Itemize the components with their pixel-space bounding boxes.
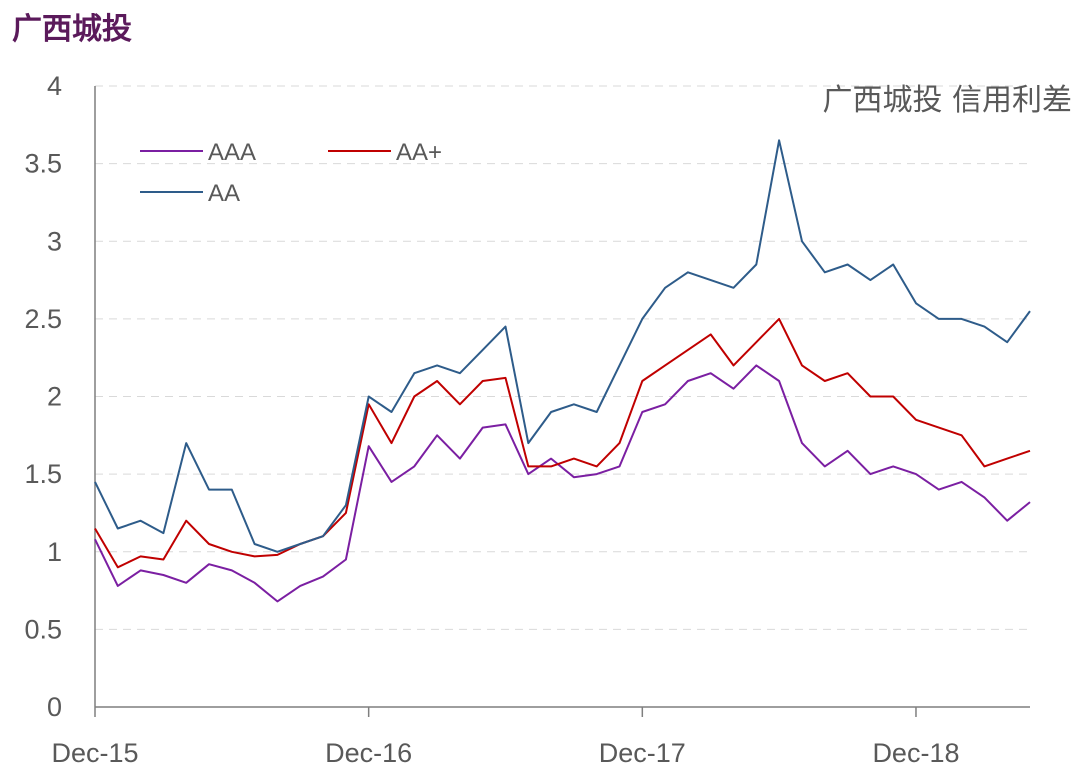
x-tick-label: Dec-17 bbox=[599, 738, 686, 768]
x-tick-label: Dec-15 bbox=[51, 738, 138, 768]
y-tick-label: 2.5 bbox=[24, 304, 62, 334]
y-tick-label: 1 bbox=[47, 537, 62, 567]
y-axis-ticks: 0 0.5 1 1.5 2 2.5 3 3.5 4 bbox=[24, 71, 62, 722]
y-tick-label: 3 bbox=[47, 226, 62, 256]
legend: AAA AA+ AA bbox=[140, 139, 442, 207]
legend-label: AA+ bbox=[396, 139, 442, 166]
series-line-aa bbox=[94, 139, 1031, 553]
page-title: 广西城投 bbox=[12, 12, 132, 47]
x-tick-label: Dec-16 bbox=[325, 738, 412, 768]
gridlines bbox=[95, 85, 1030, 630]
y-tick-label: 3.5 bbox=[24, 149, 62, 179]
y-tick-label: 2 bbox=[47, 382, 62, 412]
y-tick-label: 0.5 bbox=[24, 614, 62, 644]
y-tick-label: 1.5 bbox=[24, 459, 62, 489]
chart-title: 广西城投 信用利差 bbox=[822, 83, 1072, 118]
series-line-aaplus bbox=[94, 317, 1031, 569]
legend-label: AAA bbox=[208, 139, 256, 166]
axes bbox=[94, 86, 1030, 708]
x-tick-label: Dec-18 bbox=[872, 738, 959, 768]
y-tick-label: 4 bbox=[47, 71, 62, 101]
series-line-aaa bbox=[94, 364, 1031, 603]
series-lines bbox=[94, 139, 1031, 603]
y-tick-label: 0 bbox=[47, 692, 62, 722]
x-axis-ticks: Dec-15 Dec-16 Dec-17 Dec-18 bbox=[51, 707, 959, 768]
legend-label: AA bbox=[208, 180, 240, 207]
